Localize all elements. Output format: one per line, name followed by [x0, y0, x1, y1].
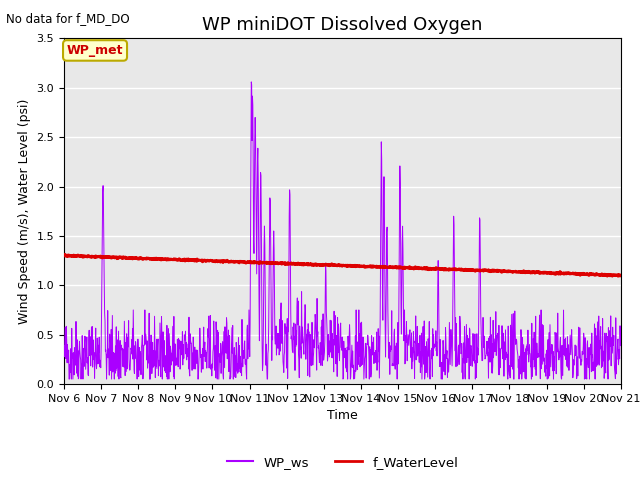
Text: No data for f_MD_DO: No data for f_MD_DO: [6, 12, 130, 25]
X-axis label: Time: Time: [327, 409, 358, 422]
Text: WP_met: WP_met: [67, 44, 124, 57]
Legend: WP_ws, f_WaterLevel: WP_ws, f_WaterLevel: [221, 451, 463, 474]
Y-axis label: Wind Speed (m/s), Water Level (psi): Wind Speed (m/s), Water Level (psi): [18, 98, 31, 324]
Title: WP miniDOT Dissolved Oxygen: WP miniDOT Dissolved Oxygen: [202, 16, 483, 34]
